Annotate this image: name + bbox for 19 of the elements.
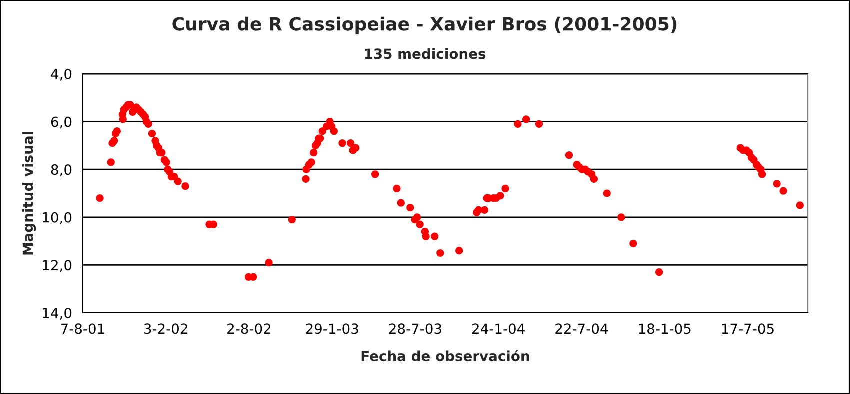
x-tick-label: 18-1-05 [639,324,691,334]
x-tick-label: 3-2-02 [144,324,188,334]
x-tick-label: 22-7-04 [556,324,608,334]
x-tick-label: 2-8-02 [228,324,271,334]
x-tick-label: 17-7-05 [722,324,774,334]
x-tick-label: 24-1-04 [472,324,525,334]
y-tick-label: 4,0 [51,68,72,81]
y-tick-label: 6,0 [51,116,72,129]
x-axis-title: Fecha de observación [362,350,530,362]
y-axis-title: Magnitud visual [22,132,36,255]
y-tick-label: 14,0 [43,308,72,320]
x-tick-label: 28-7-03 [389,324,442,334]
chart-title: Curva de R Cassiopeiae - Xavier Bros (2001-2005) [172,16,677,34]
y-tick-label: 8,0 [51,164,72,176]
x-tick-label: 29-1-03 [306,324,358,334]
y-tick-label: 10,0 [43,212,72,224]
x-tick-label: 7-8-01 [61,324,104,334]
y-tick-label: 12,0 [43,260,72,272]
chart-subtitle: 135 mediciones [365,48,486,60]
